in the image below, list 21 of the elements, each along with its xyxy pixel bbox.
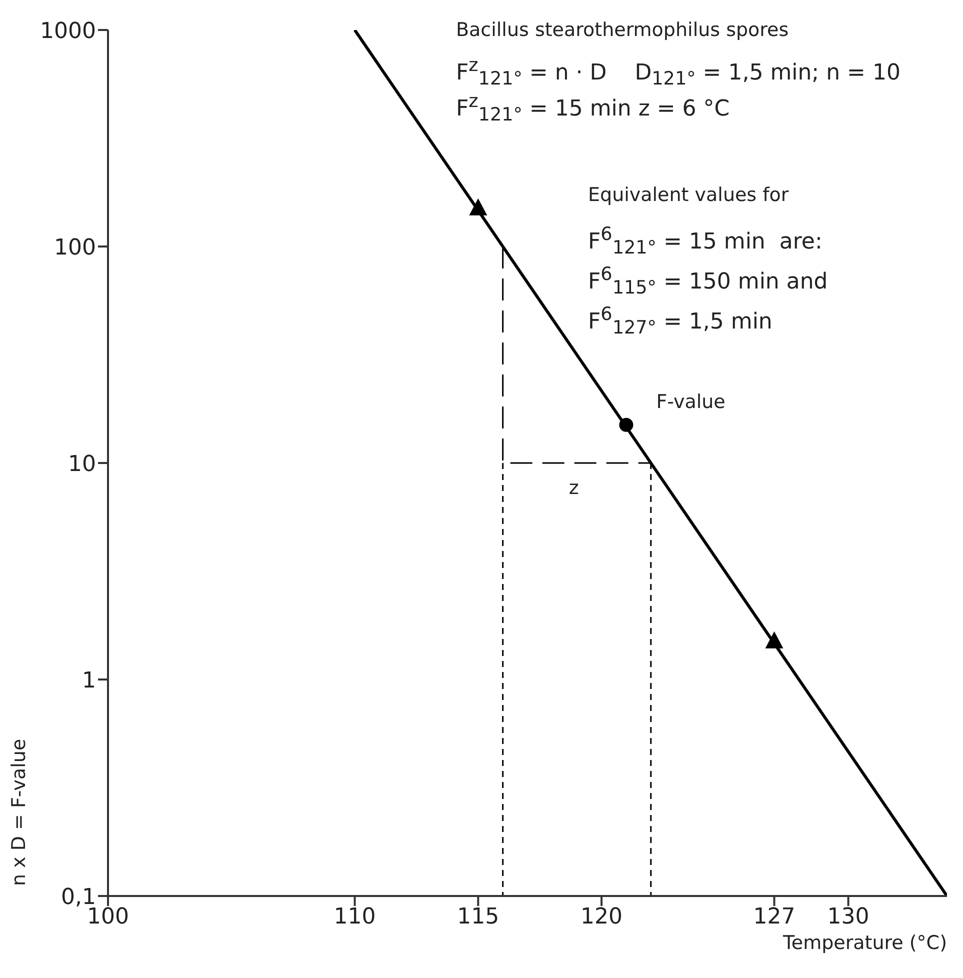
x-tick-label: 130 xyxy=(827,904,870,930)
x-tick-label: 120 xyxy=(580,904,623,930)
annotation: Equivalent values for xyxy=(588,183,789,208)
annotation: F$^{z}$$_{121°}$ = n · D D$_{121°}$ = 1,5 min; n = 10 xyxy=(456,54,900,92)
y-tick-label: 1 xyxy=(82,668,96,694)
annotation: F$^{z}$$_{121°}$ = 15 min z = 6 °C xyxy=(456,90,730,128)
x-tick-label: 115 xyxy=(457,904,500,930)
y-tick-label: 100 xyxy=(54,235,96,260)
annotation: F$^{6}$$_{115°}$ = 150 min and xyxy=(588,263,828,301)
y-axis-title: n x D = F-value xyxy=(8,738,30,886)
y-tick-label: 10 xyxy=(68,452,96,477)
annotation: F$^{6}$$_{121°}$ = 15 min are: xyxy=(588,223,822,261)
annotation: Bacillus stearothermophilus spores xyxy=(456,18,789,43)
x-axis-title: Temperature (°C) xyxy=(783,932,947,954)
annotation: F$^{6}$$_{127°}$ = 1,5 min xyxy=(588,303,772,341)
x-tick-label: 127 xyxy=(753,904,796,930)
y-tick-label: 1000 xyxy=(40,18,96,44)
annotation: F-value xyxy=(656,390,726,413)
x-tick-label: 100 xyxy=(87,904,129,930)
x-tick-label: 110 xyxy=(334,904,376,930)
annotation: z xyxy=(568,477,579,499)
